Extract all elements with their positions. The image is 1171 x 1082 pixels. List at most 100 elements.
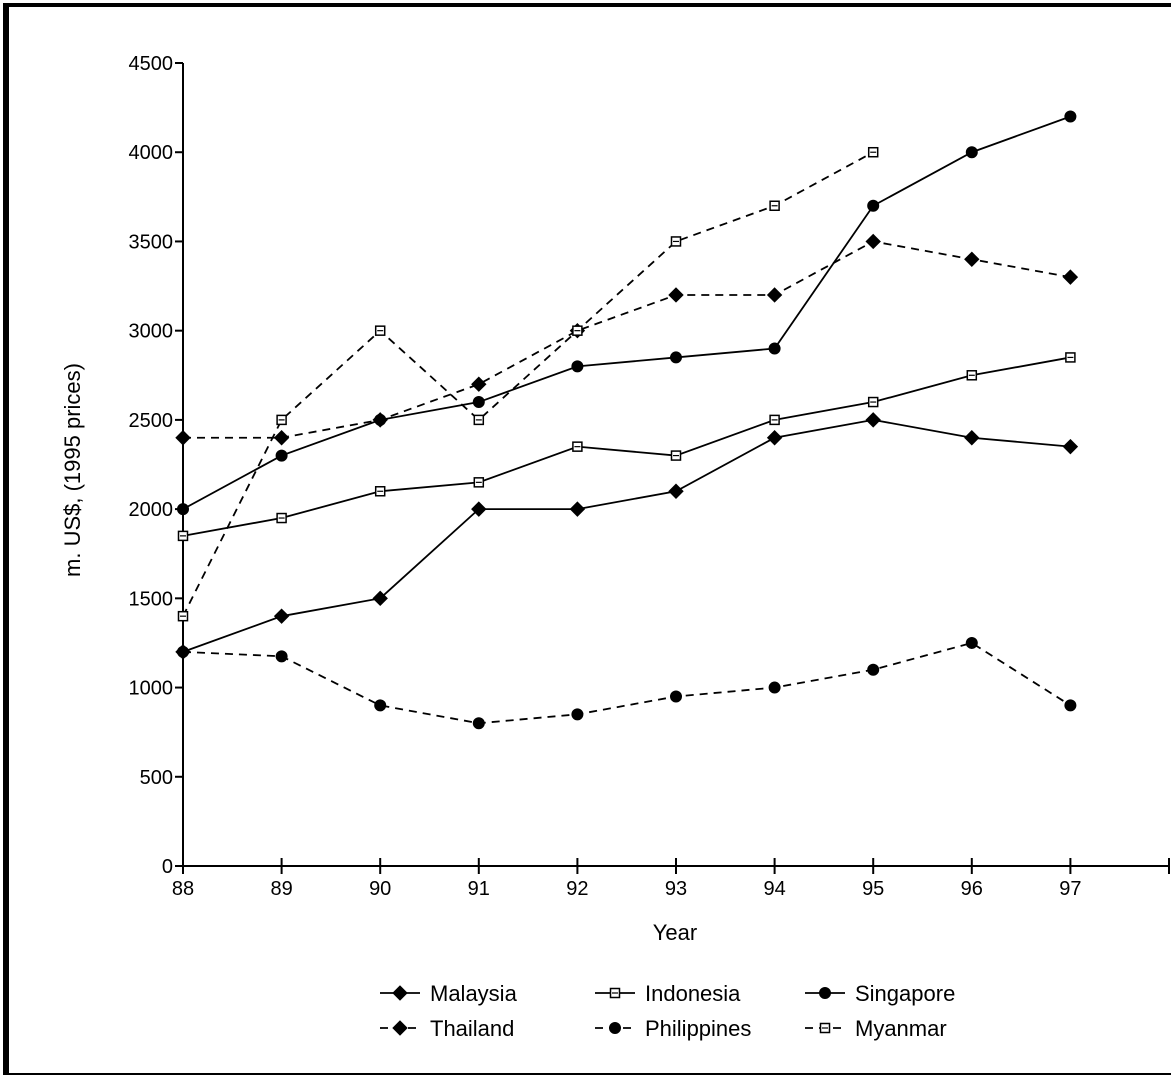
y-tick-label: 1000	[129, 678, 174, 700]
data-point-singapore	[1064, 110, 1077, 123]
data-point-indonesia	[769, 414, 780, 426]
data-point-thailand	[668, 287, 684, 303]
y-tick-label: 2500	[129, 410, 174, 432]
data-point-indonesia	[670, 450, 682, 461]
data-point-philippines	[374, 699, 387, 712]
y-tick-label: 0	[162, 856, 173, 878]
data-point-malaysia	[372, 590, 388, 607]
data-point-malaysia	[668, 483, 684, 499]
series-philippines	[177, 636, 1077, 730]
y-axis-ticks: 0 500 1000 1500 2000 2500 3000 3500 4000 4500	[129, 53, 183, 878]
data-point-singapore	[867, 199, 880, 212]
data-point-thailand	[964, 251, 980, 267]
data-point-philippines	[867, 663, 880, 676]
series-line-malaysia	[182, 418, 1071, 653]
data-point-thailand	[273, 430, 290, 446]
data-point-malaysia	[964, 430, 980, 446]
series-layer	[175, 110, 1079, 730]
x-tick-label: 96	[961, 878, 983, 900]
series-line-singapore	[182, 115, 1071, 510]
data-point-thailand	[471, 376, 487, 392]
data-point-indonesia	[1065, 352, 1076, 363]
data-point-myanmar	[276, 414, 287, 426]
data-point-malaysia	[766, 430, 783, 446]
data-point-myanmar	[670, 236, 682, 247]
data-point-thailand	[865, 233, 881, 250]
data-point-philippines	[177, 645, 189, 658]
series-line-thailand	[183, 240, 1071, 439]
legend-marker-philippines	[609, 1022, 621, 1034]
data-point-indonesia	[867, 396, 879, 408]
data-point-malaysia	[471, 501, 487, 517]
data-point-indonesia	[374, 486, 386, 497]
data-point-myanmar	[572, 325, 583, 336]
legend-label-indonesia: Indonesia	[645, 981, 741, 1006]
series-thailand	[175, 233, 1079, 446]
chart-frame	[3, 3, 1171, 1075]
legend-label-thailand: Thailand	[430, 1016, 514, 1041]
data-point-singapore	[670, 351, 682, 364]
data-point-philippines	[275, 650, 288, 663]
data-point-indonesia	[966, 370, 978, 381]
data-point-malaysia	[1062, 438, 1079, 455]
y-tick-label: 4500	[129, 53, 174, 75]
data-point-malaysia	[569, 501, 586, 517]
y-tick-label: 3000	[129, 321, 174, 343]
x-tick-label: 95	[862, 878, 884, 900]
series-singapore	[177, 110, 1077, 516]
data-point-philippines	[965, 636, 978, 649]
legend-marker-indonesia	[609, 987, 621, 999]
data-point-indonesia	[572, 441, 583, 452]
data-point-philippines	[768, 681, 781, 694]
legend-marker-thailand	[392, 1020, 408, 1036]
x-tick-label: 89	[270, 878, 292, 900]
x-tick-label: 91	[468, 878, 490, 900]
data-point-indonesia	[276, 512, 287, 524]
data-point-philippines	[670, 690, 682, 703]
data-point-myanmar	[473, 414, 485, 426]
legend-label-philippines: Philippines	[645, 1016, 751, 1041]
series-malaysia	[175, 412, 1079, 660]
data-point-myanmar	[374, 325, 386, 336]
data-point-singapore	[965, 146, 978, 159]
series-indonesia	[177, 352, 1076, 542]
data-point-malaysia	[865, 412, 881, 428]
x-axis-ticks: 88 89 90 91 92 93 94 95 96 97	[172, 858, 1170, 900]
legend-marker-malaysia	[392, 985, 408, 1001]
legend-item-philippines: Philippines	[595, 1016, 751, 1041]
legend-label-singapore: Singapore	[855, 981, 955, 1006]
x-tick-label: 90	[369, 878, 391, 900]
x-tick-label: 88	[172, 878, 194, 900]
x-tick-label: 92	[566, 878, 588, 900]
legend-item-indonesia: Indonesia	[595, 981, 741, 1006]
legend-marker-myanmar	[819, 1022, 831, 1034]
data-point-singapore	[571, 360, 584, 373]
axes	[182, 63, 1168, 867]
data-point-singapore	[768, 342, 781, 355]
legend-label-myanmar: Myanmar	[855, 1016, 947, 1041]
x-tick-label: 93	[665, 878, 687, 900]
data-point-philippines	[1064, 699, 1077, 712]
legend-item-thailand: Thailand	[380, 1016, 514, 1041]
y-tick-label: 2000	[129, 499, 174, 521]
x-axis-title: Year	[653, 920, 697, 945]
data-point-thailand	[175, 430, 191, 446]
series-line-indonesia	[182, 356, 1071, 537]
y-tick-label: 4000	[129, 142, 174, 164]
legend-item-myanmar: Myanmar	[805, 1016, 947, 1041]
data-point-myanmar	[769, 200, 780, 212]
data-point-myanmar	[177, 610, 189, 622]
data-point-indonesia	[473, 477, 485, 488]
data-point-singapore	[472, 396, 485, 409]
legend-label-malaysia: Malaysia	[430, 981, 518, 1006]
data-point-indonesia	[177, 530, 189, 542]
legend-item-malaysia: Malaysia	[380, 981, 518, 1006]
x-tick-label: 97	[1059, 878, 1081, 900]
y-tick-label: 1500	[129, 588, 174, 610]
y-tick-label: 500	[140, 767, 173, 789]
data-point-thailand	[1062, 269, 1079, 285]
x-tick-label: 94	[763, 878, 785, 900]
y-axis-title: m. US$, (1995 prices)	[60, 363, 85, 577]
data-point-thailand	[766, 287, 783, 303]
data-point-myanmar	[867, 146, 879, 158]
